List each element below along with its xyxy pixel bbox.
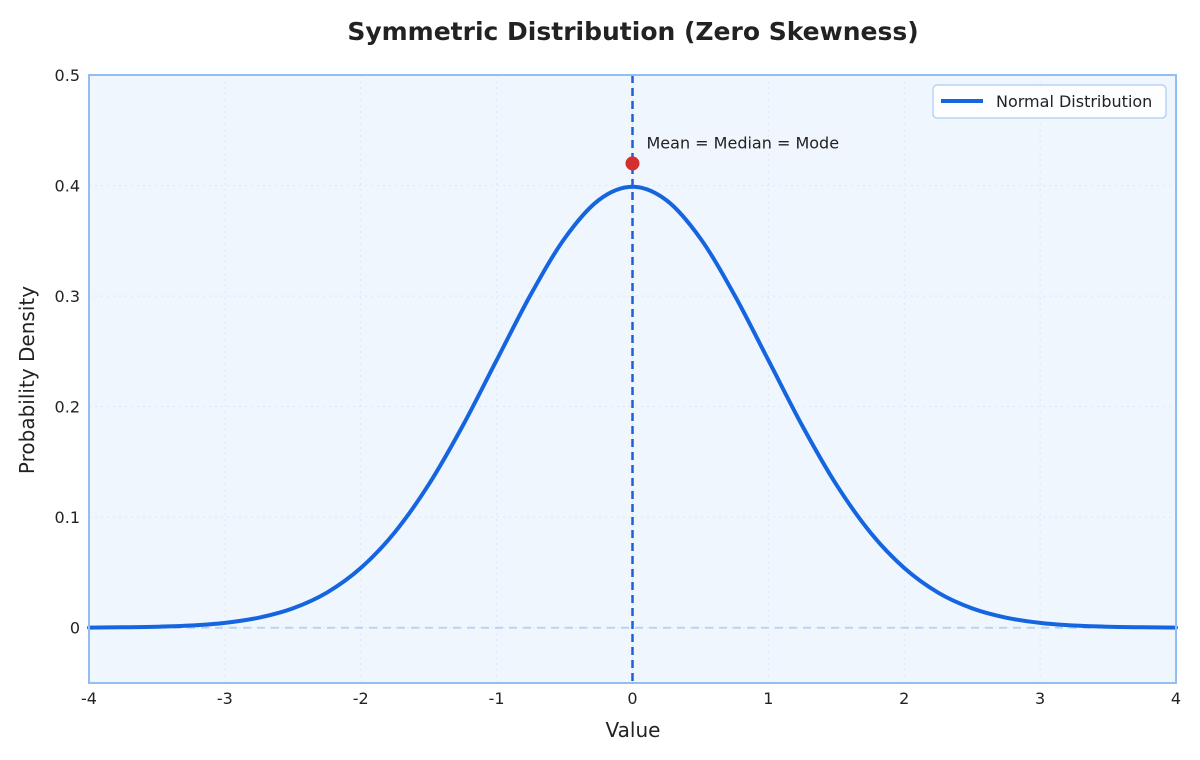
- legend: Normal Distribution: [932, 84, 1167, 119]
- y-tick-label: 0.2: [55, 398, 80, 417]
- x-axis-ticks: -4 -3 -2 -1 0 1 2 3 4: [81, 689, 1181, 708]
- x-tick-label: -3: [217, 689, 233, 708]
- x-tick-label: 0: [627, 689, 637, 708]
- x-tick-label: 3: [1035, 689, 1045, 708]
- x-axis-label: Value: [606, 718, 661, 742]
- y-tick-label: 0.3: [55, 287, 80, 306]
- y-axis-ticks: 0 0.1 0.2 0.3 0.4 0.5: [55, 66, 80, 638]
- annotation-layer: Mean = Median = Mode: [625, 133, 840, 171]
- x-tick-label: -1: [489, 689, 505, 708]
- legend-box: [932, 84, 1167, 119]
- x-tick-label: 2: [899, 689, 909, 708]
- reference-lines: [89, 75, 1176, 683]
- x-tick-label: -4: [81, 689, 97, 708]
- y-axis-label: Probability Density: [15, 286, 39, 474]
- x-tick-label: 1: [763, 689, 773, 708]
- y-tick-label: 0.4: [55, 177, 80, 196]
- y-tick-label: 0: [70, 619, 80, 638]
- x-tick-label: -2: [353, 689, 369, 708]
- x-tick-label: 4: [1171, 689, 1181, 708]
- annotation-marker: [625, 156, 640, 171]
- y-tick-label: 0.5: [55, 66, 80, 85]
- annotation-label: Mean = Median = Mode: [647, 133, 840, 152]
- series-layer: [87, 184, 1178, 630]
- chart-title: Symmetric Distribution (Zero Skewness): [347, 17, 918, 46]
- y-tick-label: 0.1: [55, 508, 80, 527]
- plot-border: [88, 74, 1177, 684]
- series-line-normal-distribution: [87, 184, 1178, 630]
- legend-label: Normal Distribution: [996, 92, 1152, 111]
